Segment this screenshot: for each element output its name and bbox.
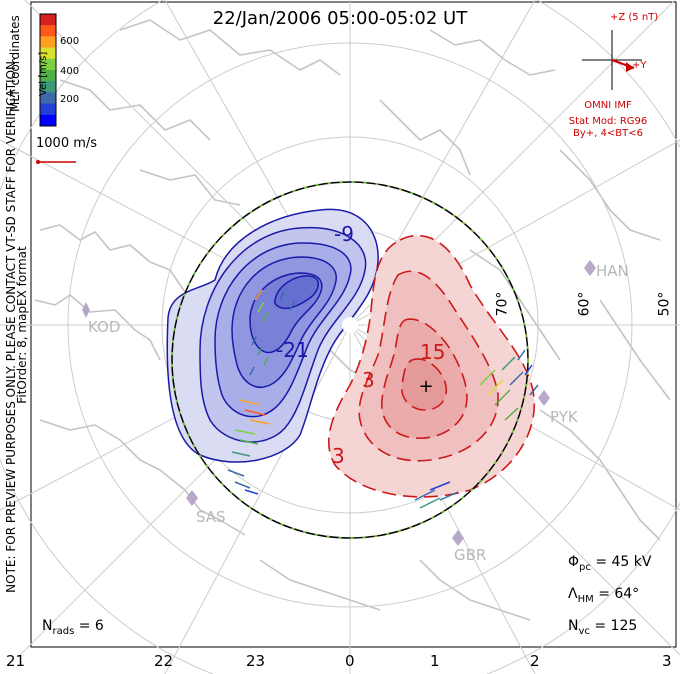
map-title: 22/Jan/2006 05:00-05:02 UT bbox=[212, 8, 468, 29]
mlt-tick-0: 0 bbox=[345, 652, 355, 670]
hm-boundary-latitude: ΛHM = 64° bbox=[568, 586, 640, 605]
mlt-tick-23: 23 bbox=[246, 652, 266, 670]
hm-boundary-dashes bbox=[171, 181, 529, 539]
mlt-tick-2: 2 bbox=[530, 652, 540, 670]
colorbar-swatch bbox=[40, 14, 56, 26]
negative-potential-cell bbox=[166, 208, 379, 463]
colorbar-swatch bbox=[40, 58, 56, 71]
contour-label-minus-21: -21 bbox=[276, 338, 309, 362]
colorbar-swatch bbox=[40, 70, 56, 82]
mlt-tick-21: 21 bbox=[6, 652, 26, 670]
station-markers bbox=[82, 260, 596, 546]
station-label-sas: SAS bbox=[196, 508, 226, 526]
colorbar-tick-400: 400 bbox=[60, 66, 80, 77]
colorbar-swatch bbox=[40, 103, 56, 116]
colorbar-swatch bbox=[40, 47, 56, 60]
colorbar-swatch bbox=[40, 114, 56, 127]
station-label-kod: KOD bbox=[88, 318, 121, 336]
imf-y-label: +Y bbox=[632, 60, 647, 71]
colorbar-swatch bbox=[40, 36, 56, 49]
colorbar-tick-200: 200 bbox=[60, 94, 80, 105]
cross-polar-potential: Φpc = 45 kV bbox=[568, 554, 652, 573]
negative-contour-inner bbox=[274, 275, 319, 310]
station-label-han: HAN bbox=[596, 262, 629, 280]
contour-label-minus-9: -9 bbox=[334, 222, 354, 246]
latitude-label-70: 70° bbox=[494, 291, 511, 317]
mlt-tick-1: 1 bbox=[430, 652, 440, 670]
velocity-vectors bbox=[227, 289, 539, 509]
imf-source: OMNI IMF bbox=[584, 100, 632, 111]
vector-count: Nvc = 125 bbox=[568, 618, 638, 637]
contour-label-plus-3-lower: 3 bbox=[332, 444, 345, 468]
imf-dial bbox=[582, 30, 642, 90]
colorbar-tick-600: 600 bbox=[60, 36, 80, 47]
imf-condition: By+, 4<BT<6 bbox=[573, 128, 643, 139]
positive-potential-cell bbox=[327, 234, 535, 498]
velocity-colorbar bbox=[39, 13, 57, 127]
colorbar-swatch bbox=[40, 92, 56, 105]
colorbar-title: Vel [m/s] bbox=[38, 51, 49, 96]
imf-z-label: +Z (5 nT) bbox=[610, 12, 659, 23]
colorbar-swatch bbox=[40, 81, 56, 93]
mlt-tick-3: 3 bbox=[662, 652, 672, 670]
mlt-coordinates-label: MLT coordinates bbox=[8, 15, 22, 112]
station-label-gbr: GBR bbox=[454, 546, 487, 564]
latitude-label-60: 60° bbox=[576, 291, 593, 317]
imf-stat-model: Stat Mod: RG96 bbox=[568, 116, 648, 127]
contour-label-plus-15: 15 bbox=[420, 340, 446, 364]
colorbar-frame bbox=[39, 13, 57, 127]
colorbar-swatch bbox=[40, 25, 56, 37]
potential-maximum-marker: + bbox=[418, 376, 433, 397]
pole-marker bbox=[342, 317, 358, 333]
latitude-label-50: 50° bbox=[656, 291, 673, 317]
scale-vector-label: 1000 m/s bbox=[36, 136, 98, 151]
mlt-tick-22: 22 bbox=[154, 652, 174, 670]
station-label-pyk: PYK bbox=[550, 408, 578, 426]
scale-vector-origin bbox=[36, 160, 40, 164]
contour-label-plus-3: 3 bbox=[362, 368, 375, 392]
radar-count: Nrads = 6 bbox=[42, 618, 104, 637]
positive-contour-inner bbox=[400, 358, 447, 411]
